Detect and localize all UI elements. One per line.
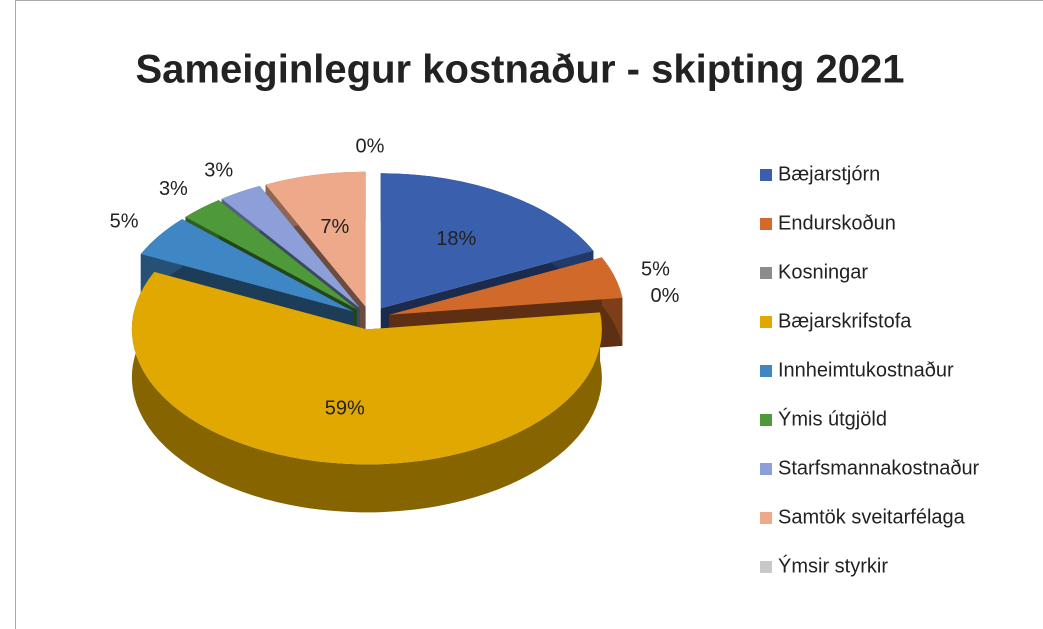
data-label: 59% [325, 398, 365, 420]
slice [265, 171, 366, 307]
legend-swatch [760, 267, 772, 279]
legend-label: Ýmis útgjöld [778, 407, 887, 430]
data-label: 3% [204, 159, 233, 181]
legend-label: Samtök sveitarfélaga [778, 506, 966, 528]
slice [389, 257, 623, 315]
legend-swatch [760, 414, 772, 426]
data-label: 0% [356, 135, 385, 157]
slice [131, 271, 602, 465]
legend-label: Bæjarskrifstofa [778, 310, 912, 332]
legend-swatch [760, 561, 772, 573]
slice [140, 219, 354, 312]
data-label: 7% [320, 216, 349, 238]
slice [221, 185, 360, 309]
legend-swatch [760, 316, 772, 328]
legend-label: Innheimtukostnaður [778, 359, 954, 381]
legend-label: Kosningar [778, 261, 868, 283]
legend-label: Ýmsir styrkir [778, 554, 888, 577]
legend-label: Starfsmannakostnaður [778, 457, 980, 479]
legend-swatch [760, 218, 772, 230]
data-label: 0% [651, 285, 680, 307]
legend-swatch [760, 512, 772, 524]
data-label: 5% [110, 210, 139, 232]
chart-frame [15, 0, 1043, 629]
chart-title: Sameiginlegur kostnaður - skipting 2021 [135, 48, 904, 92]
slice [380, 173, 594, 309]
legend-swatch [760, 365, 772, 377]
slice [185, 200, 357, 310]
data-label: 5% [641, 259, 670, 281]
legend-swatch [760, 169, 772, 181]
legend-swatch [760, 463, 772, 475]
data-label: 18% [436, 228, 476, 250]
legend-label: Endurskoðun [778, 212, 896, 234]
data-label: 3% [159, 178, 188, 200]
slice-side [131, 271, 602, 513]
legend-label: Bæjarstjórn [778, 163, 880, 185]
